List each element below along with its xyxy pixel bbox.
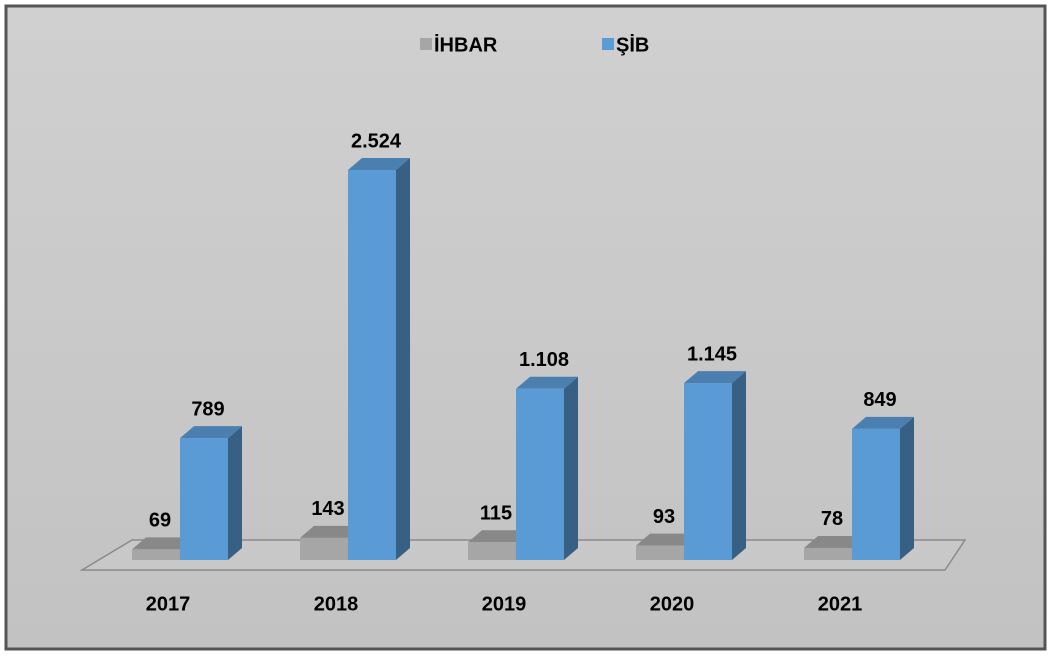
bar xyxy=(468,542,516,560)
value-label: 115 xyxy=(480,503,512,525)
bar xyxy=(348,170,396,560)
bar xyxy=(804,547,852,560)
bar-top xyxy=(636,533,698,546)
bar-side xyxy=(900,416,914,560)
bar-top xyxy=(516,376,578,389)
legend-swatch xyxy=(602,38,614,50)
value-label: 1.145 xyxy=(687,343,737,365)
legend-label: İHBAR xyxy=(434,33,498,56)
value-label: 143 xyxy=(311,498,344,520)
bar-top xyxy=(804,535,866,548)
legend-swatch xyxy=(420,38,432,50)
x-tick-label: 2020 xyxy=(650,593,695,615)
value-label: 93 xyxy=(653,506,675,528)
bar-side xyxy=(228,426,242,560)
x-tick-label: 2018 xyxy=(314,593,359,615)
bar-side xyxy=(732,371,746,560)
bar-top xyxy=(180,426,242,439)
bar xyxy=(636,545,684,560)
value-label: 849 xyxy=(863,389,896,411)
value-label: 2.524 xyxy=(351,130,402,152)
bar xyxy=(300,537,348,560)
bar xyxy=(132,549,180,560)
bar-top xyxy=(684,371,746,384)
bar-top xyxy=(852,416,914,429)
bar-side xyxy=(564,376,578,560)
bar-top xyxy=(132,537,194,550)
value-label: 789 xyxy=(191,398,224,420)
bar xyxy=(516,388,564,560)
bar-top xyxy=(468,530,530,543)
value-label: 78 xyxy=(821,508,843,530)
bar xyxy=(684,383,732,560)
bar-top xyxy=(348,158,410,170)
x-tick-label: 2021 xyxy=(818,593,863,615)
x-tick-label: 2017 xyxy=(146,593,191,615)
bar xyxy=(180,438,228,560)
legend-label: ŞİB xyxy=(616,33,649,56)
bar xyxy=(852,428,900,560)
bar-top xyxy=(300,525,362,538)
x-tick-label: 2019 xyxy=(482,593,527,615)
value-label: 69 xyxy=(149,510,171,532)
value-label: 1.108 xyxy=(519,349,569,371)
bar-side xyxy=(396,158,410,560)
